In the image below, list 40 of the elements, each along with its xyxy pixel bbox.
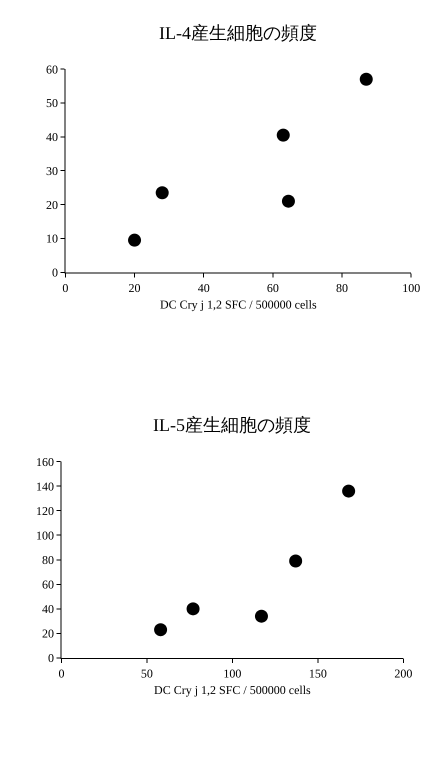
y-tick-label: 10 (46, 232, 58, 246)
y-tick-label: 20 (46, 198, 58, 212)
point (289, 554, 302, 568)
chart-title: IL-4産生細胞の頻度 (159, 23, 317, 43)
point (154, 623, 168, 636)
point (254, 610, 268, 623)
point (276, 128, 290, 142)
point (282, 194, 295, 208)
y-tick-label: 0 (52, 266, 58, 280)
y-tick-label: 0 (48, 651, 54, 666)
point (360, 72, 373, 86)
y-tick-label: 40 (42, 602, 54, 616)
y-tick-label: 20 (42, 626, 54, 641)
y-tick-label: 80 (42, 552, 54, 567)
x-tick-label: 50 (140, 666, 153, 680)
y-tick-label: 160 (36, 454, 54, 469)
x-tick-label: 60 (266, 280, 279, 295)
point (342, 484, 356, 498)
chart-title: IL-5産生細胞の頻度 (153, 415, 311, 435)
y-tick-label: 140 (36, 479, 54, 494)
y-tick-label: 60 (42, 578, 54, 592)
x-tick-label: 0 (62, 280, 68, 295)
x-tick-label: 100 (223, 666, 242, 680)
x-tick-label: 20 (128, 280, 141, 295)
y-tick-label: 50 (46, 96, 58, 110)
y-tick-label: 40 (46, 130, 58, 144)
point (186, 602, 200, 616)
x-tick-label: 200 (394, 666, 412, 680)
y-tick-label: 30 (46, 164, 58, 178)
y-tick-label: 120 (36, 504, 54, 518)
y-tick-label: 60 (46, 62, 58, 76)
point (156, 186, 169, 200)
x-tick-label: 40 (198, 280, 210, 295)
x-axis-title: DC Cry j 1,2 SFC / 500000 cells (154, 683, 312, 698)
x-tick-label: 100 (402, 280, 420, 295)
x-axis-title: DC Cry j 1,2 SFC / 500000 cells (160, 298, 317, 312)
x-tick-label: 80 (336, 280, 348, 295)
point (128, 234, 142, 247)
y-tick-label: 100 (36, 528, 54, 542)
x-tick-label: 150 (308, 666, 327, 680)
